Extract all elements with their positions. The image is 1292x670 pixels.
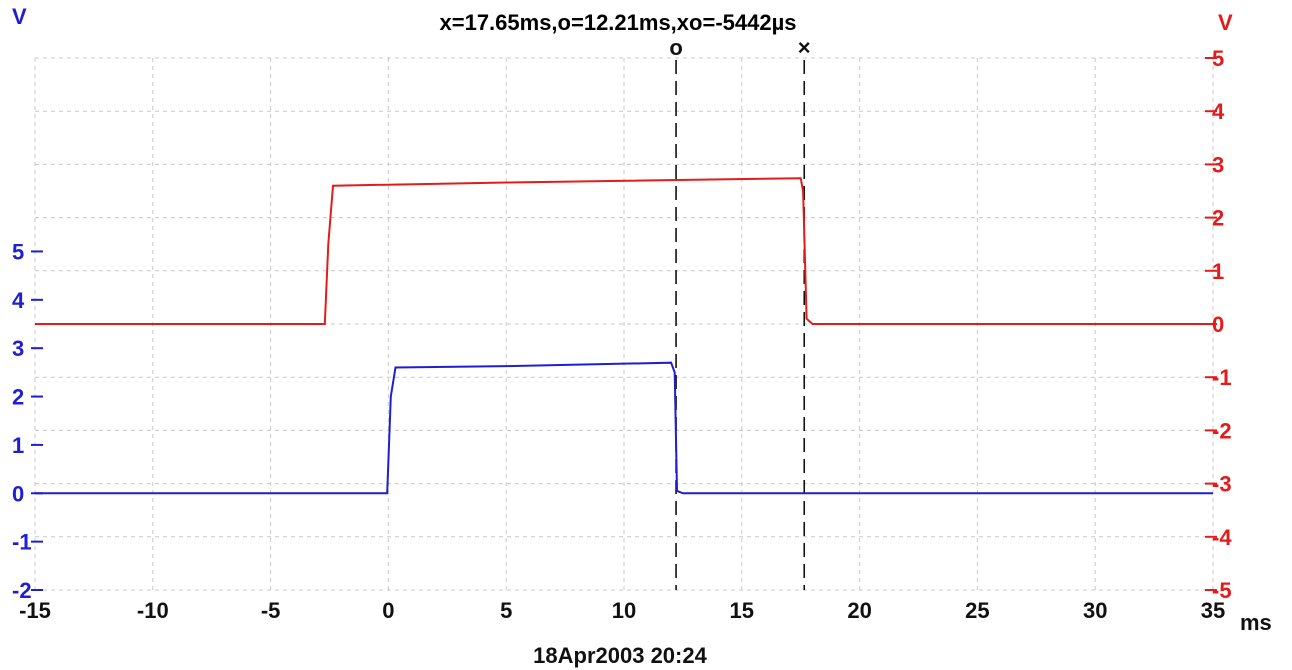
x-tick-label: 35 — [1201, 598, 1225, 623]
x-tick-label: 30 — [1083, 598, 1107, 623]
right-axis-ticks: -5 -4 -3 -2 -1 0 1 2 3 4 5 — [1205, 46, 1232, 603]
series-line-left — [35, 361, 1213, 495]
left-tick-label: 2 — [12, 385, 24, 410]
right-tick-label: -4 — [1212, 525, 1232, 550]
right-tick-label: 0 — [1212, 312, 1224, 337]
right-tick-label: 4 — [1212, 99, 1225, 124]
x-tick-label: 5 — [500, 598, 512, 623]
right-tick-label: -1 — [1212, 365, 1232, 390]
left-tick-label: 5 — [12, 239, 24, 264]
right-tick-label: 1 — [1212, 259, 1224, 284]
cursor-lines: o × — [669, 35, 811, 590]
right-tick-label: -5 — [1212, 578, 1232, 603]
left-tick-label: 4 — [12, 288, 25, 313]
x-tick-label: -15 — [19, 598, 51, 623]
left-tick-label: 0 — [12, 481, 24, 506]
right-tick-label: -2 — [1212, 418, 1232, 443]
cursor-label: × — [798, 35, 811, 60]
left-tick-label: -1 — [12, 530, 32, 555]
x-tick-label: -10 — [137, 598, 169, 623]
left-tick-label: 1 — [12, 433, 24, 458]
x-tick-label: 20 — [847, 598, 871, 623]
x-axis-ticks: -15 -10 -5 0 5 10 15 20 25 30 35 — [19, 598, 1225, 623]
x-tick-label: 15 — [730, 598, 754, 623]
right-tick-label: -3 — [1212, 472, 1232, 497]
left-axis-label: V — [12, 4, 27, 29]
x-tick-label: -5 — [261, 598, 281, 623]
x-tick-label: 0 — [382, 598, 394, 623]
right-axis-label: V — [1218, 10, 1233, 35]
left-axis-ticks: -2 -1 0 1 2 3 4 5 — [12, 239, 43, 603]
chart-title: x=17.65ms,o=12.21ms,xo=-5442µs — [440, 10, 797, 35]
left-tick-label: -2 — [12, 578, 32, 603]
series-line-right — [35, 177, 1213, 325]
x-axis-label: ms — [1240, 610, 1272, 635]
cursor-label: o — [669, 35, 682, 60]
left-tick-label: 3 — [12, 336, 24, 361]
right-tick-label: 3 — [1212, 152, 1224, 177]
x-tick-label: 25 — [965, 598, 989, 623]
series-lines — [35, 177, 1213, 495]
right-tick-label: 5 — [1212, 46, 1224, 71]
x-tick-label: 10 — [612, 598, 636, 623]
right-tick-label: 2 — [1212, 206, 1224, 231]
timestamp-footer: 18Apr2003 20:24 — [533, 643, 707, 668]
